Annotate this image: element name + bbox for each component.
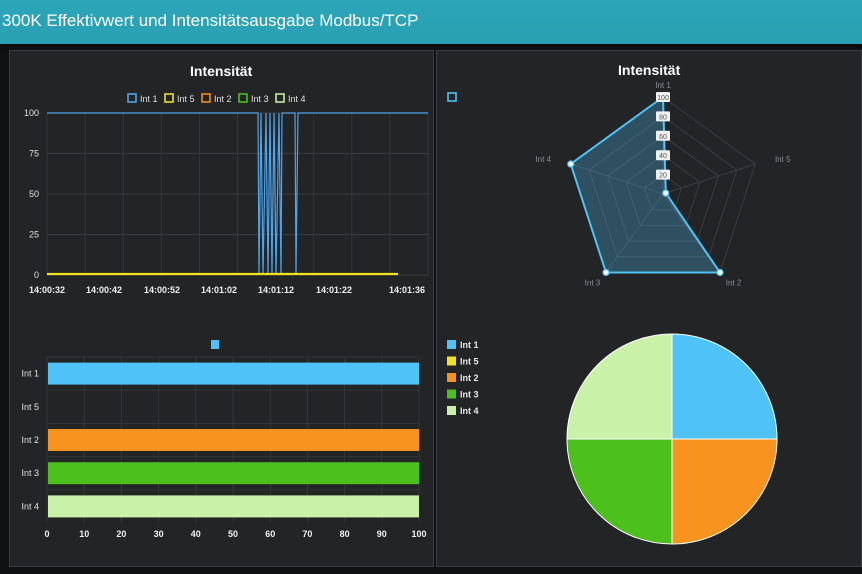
bar-x-tick-label: 60 (265, 529, 275, 539)
dashboard-header: 300K Effektivwert und Intensitätsausgabe… (0, 0, 862, 44)
legend-label-line: Int 4 (288, 94, 306, 104)
legend-swatch-line (238, 93, 248, 103)
pie-slice-int1 (671, 333, 778, 440)
radar-chart-title: Intensität (618, 62, 681, 78)
radar-grid-ring (588, 115, 738, 258)
radar-point (716, 268, 724, 277)
legend-swatch-line (164, 93, 174, 103)
bar-y-tick-label: Int 1 (21, 369, 39, 379)
radar-scale-label: 80 (659, 114, 667, 121)
bar-x-tick-label: 90 (377, 529, 387, 539)
radar-scale-label: 40 (659, 153, 667, 160)
radar-point (602, 268, 610, 277)
radar-point (662, 189, 670, 197)
pie-legend-swatch (447, 406, 456, 415)
pie-legend-label: Int 4 (460, 406, 479, 416)
dashboard-title: 300K Effektivwert und Intensitätsausgabe… (2, 11, 419, 30)
bar-x-tick-label: 10 (79, 529, 89, 539)
bar-int3 (48, 462, 419, 485)
legend-label-line: Int 5 (177, 94, 195, 104)
line-y-tick-label: 25 (29, 230, 39, 240)
pie-legend-label: Int 5 (460, 357, 479, 367)
legend-swatch-line (275, 93, 285, 103)
line-y-tick-label: 100 (24, 108, 39, 118)
pie-legend-swatch (447, 340, 456, 349)
bar-x-tick-label: 0 (44, 529, 49, 539)
radar-scale-label: 100 (657, 95, 669, 102)
bar-legend-swatch (211, 340, 219, 349)
radar-point (567, 160, 575, 168)
line-series-int1 (47, 112, 428, 276)
legend-swatch-line (127, 93, 137, 103)
bar-int2 (48, 429, 419, 451)
radar-axis-label: Int 4 (535, 155, 551, 164)
legend-label-line: Int 2 (214, 94, 232, 104)
radar-grid-ring (643, 173, 683, 211)
bar-y-tick-label: Int 3 (21, 468, 39, 478)
pie-legend-swatch (447, 373, 456, 382)
legend-label-line: Int 3 (251, 94, 269, 104)
line-x-tick-label: 14:01:12 (258, 285, 294, 295)
bar-int1 (48, 362, 419, 385)
bar-x-tick-label: 50 (228, 529, 238, 539)
radar-spoke (605, 193, 664, 273)
pie-legend-label: Int 1 (460, 340, 479, 350)
radar-grid-ring (607, 135, 719, 242)
pie-legend-swatch (447, 356, 456, 366)
line-y-tick-label: 0 (34, 270, 39, 280)
pie-legend-label: Int 2 (460, 373, 479, 383)
line-x-tick-label: 14:01:02 (201, 285, 237, 295)
radar-scale-bg (656, 130, 670, 141)
legend-label-line: Int 1 (140, 94, 158, 104)
line-x-tick-label: 14:01:36 (389, 285, 425, 295)
bar-x-tick-label: 100 (411, 529, 426, 539)
radar-scale-label: 60 (659, 134, 667, 141)
pie-slice-int2 (671, 438, 778, 545)
radar-scale-bg (656, 169, 670, 180)
line-x-tick-label: 14:00:52 (144, 285, 180, 295)
radar-area (569, 95, 722, 274)
radar-scale-bg (656, 150, 670, 161)
bar-x-tick-label: 80 (340, 529, 350, 539)
radar-scale-bg (656, 92, 670, 102)
line-y-tick-label: 50 (29, 189, 39, 199)
bar-y-tick-label: Int 4 (21, 501, 39, 511)
line-chart-title: Intensität (190, 63, 253, 79)
radar-axis-label: Int 1 (655, 81, 671, 90)
bar-x-tick-label: 40 (191, 529, 201, 539)
bar-x-tick-label: 20 (116, 529, 126, 539)
bar-y-tick-label: Int 5 (21, 402, 39, 412)
radar-spoke (570, 163, 664, 195)
pie-legend-swatch (447, 389, 456, 399)
radar-scale-bg (656, 111, 670, 122)
radar-axis-label: Int 3 (585, 278, 601, 287)
line-x-tick-label: 14:00:32 (29, 285, 65, 295)
radar-grid-ring (625, 154, 701, 226)
pie-slice-int4 (566, 333, 673, 440)
radar-legend-swatch (447, 92, 457, 102)
radar-spoke (662, 163, 756, 195)
bar-int4 (48, 495, 419, 518)
bar-x-tick-label: 30 (154, 529, 164, 539)
bar-y-tick-label: Int 2 (21, 435, 39, 445)
line-x-tick-label: 14:01:22 (316, 285, 352, 295)
line-y-tick-label: 75 (29, 149, 39, 159)
legend-swatch-line (201, 93, 211, 103)
pie-slice-int3 (566, 438, 673, 545)
bar-x-tick-label: 70 (302, 529, 312, 539)
radar-scale-label: 20 (659, 173, 667, 180)
radar-axis-label: Int 2 (726, 278, 742, 287)
radar-axis-label: Int 5 (775, 155, 791, 164)
pie-legend-label: Int 3 (460, 390, 479, 400)
line-x-tick-label: 14:00:42 (86, 285, 122, 295)
